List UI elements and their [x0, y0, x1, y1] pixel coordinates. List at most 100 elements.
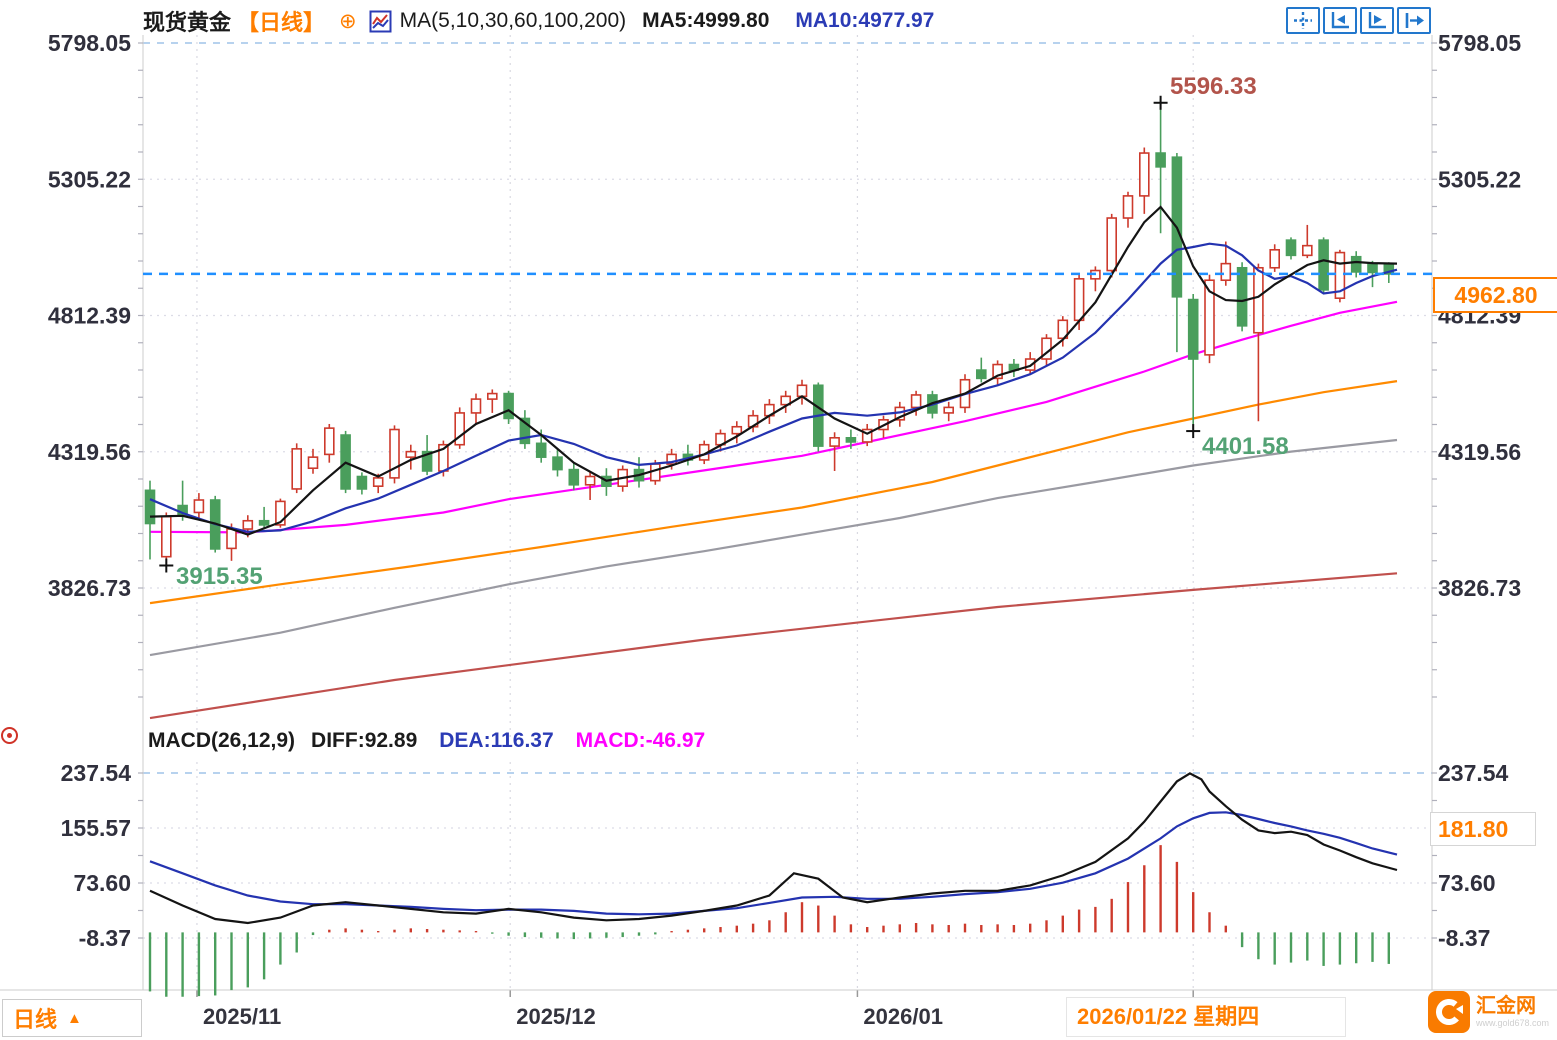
x-axis-label: 2025/12 [516, 1004, 596, 1029]
candle-body [193, 499, 205, 514]
candle-body [535, 442, 547, 458]
period-tag[interactable]: 【日线】 [237, 10, 326, 35]
candle-body [1383, 264, 1395, 275]
candle-body [1302, 244, 1313, 257]
candle-body [519, 417, 531, 445]
candle-body [975, 369, 987, 380]
candlestick-chart-icon[interactable] [369, 10, 392, 33]
price-axis-label-right: 4319.56 [1438, 439, 1521, 465]
candle-body [1350, 255, 1362, 273]
macd-params-label: MACD(26,12,9) [148, 729, 296, 752]
candle-body [666, 453, 677, 465]
macd-axis-label-left: -8.37 [79, 925, 131, 951]
x-axis-label: 2026/01 [863, 1004, 943, 1029]
candle-body [258, 519, 270, 526]
diff-value-label: DIFF:92.89 [311, 729, 418, 752]
indicator-line [149, 772, 1398, 925]
period-selector[interactable]: 日线 ▲ [2, 999, 142, 1037]
indicator-line [149, 380, 1398, 605]
candle-body [421, 450, 433, 472]
ma-settings-label: MA(5,10,30,60,100,200) [399, 9, 627, 32]
candle-body [486, 392, 498, 400]
candle-body [861, 428, 873, 443]
price-axis-label-right: 5798.05 [1438, 30, 1521, 56]
candle-body [1367, 262, 1378, 274]
ma10-value-label: MA10:4977.97 [795, 9, 935, 32]
candle-body [454, 412, 466, 446]
indicator-line [149, 572, 1398, 720]
candle-body [584, 475, 596, 486]
candle-body [405, 450, 417, 458]
logo-subtitle: www.gold678.com [1476, 1017, 1550, 1028]
highlighted-date-label: 2026/01/22 星期四 [1066, 997, 1346, 1037]
site-logo[interactable]: 汇金网 www.gold678.com [1428, 991, 1549, 1033]
period-label: 日线 [13, 1007, 58, 1032]
candle-body [992, 363, 1003, 380]
candle-body [1122, 195, 1134, 219]
price-axis-label-left: 3826.73 [48, 575, 131, 601]
candle-body [470, 398, 482, 414]
candle-body [1187, 298, 1199, 360]
candle-body [161, 515, 172, 558]
candle-body [1155, 152, 1166, 168]
candle-body [943, 406, 955, 414]
candle-body [356, 475, 368, 490]
candle-body [1269, 249, 1280, 269]
shift-right-icon[interactable] [1397, 7, 1431, 34]
candle-body [568, 468, 580, 486]
symbol-title: 现货黄金 [143, 10, 232, 35]
high-annotation: 5596.33 [1170, 73, 1257, 100]
add-indicator-icon[interactable]: ⊕ [339, 9, 357, 33]
candle-body [731, 425, 743, 435]
price-axis-label-left: 4812.39 [48, 303, 131, 329]
candle-body [1253, 266, 1264, 334]
candle-body [372, 477, 384, 487]
price-axis-label-left: 4319.56 [48, 439, 131, 465]
candle-body [780, 395, 792, 406]
crosshair-move-icon[interactable] [1286, 7, 1320, 34]
indicator-line [149, 205, 1398, 536]
candle-body [1236, 266, 1248, 327]
candle-body [1318, 239, 1329, 291]
price-axis-label-left: 5798.05 [48, 30, 131, 56]
candle-body [796, 384, 808, 398]
candle-body [552, 456, 563, 471]
candle-body [1285, 239, 1297, 257]
ma5-value-label: MA5:4999.80 [642, 9, 770, 32]
macd-axis-label-left: 237.54 [61, 760, 132, 786]
pan-left-icon[interactable] [1323, 7, 1357, 34]
last-price-badge: 4962.80 [1433, 277, 1557, 313]
candle-body [307, 456, 319, 470]
logo-mark-icon [1428, 991, 1470, 1033]
early-low-annotation: 3915.35 [176, 563, 263, 590]
macd-axis-label-left: 155.57 [61, 815, 131, 841]
macd-header: MACD(26,12,9) DIFF:92.89 DEA:116.37 MACD… [148, 729, 705, 753]
candle-body [1204, 279, 1215, 356]
candle-body [845, 437, 857, 443]
pan-right-icon[interactable] [1360, 7, 1394, 34]
candle-body [1334, 251, 1346, 299]
macd-axis-label-right: 73.60 [1438, 870, 1496, 896]
macd-value-label: MACD:-46.97 [575, 729, 706, 752]
candle-body [1220, 262, 1232, 282]
indicator-line [149, 300, 1398, 534]
price-axis-label-right: 3826.73 [1438, 575, 1521, 601]
triangle-up-icon: ▲ [67, 1009, 82, 1027]
candle-body [1073, 278, 1085, 322]
indicator-target-icon[interactable] [1, 727, 18, 744]
indicator-line [149, 438, 1398, 657]
candle-body [291, 448, 303, 490]
candle-body [389, 428, 400, 479]
macd-highlight-badge: 181.80 [1430, 812, 1536, 846]
dea-value-label: DEA:116.37 [439, 729, 554, 752]
low-annotation: 4401.58 [1202, 433, 1289, 460]
candle-body [275, 500, 286, 526]
candle-body [829, 437, 840, 447]
candle-body [242, 519, 254, 530]
logo-title: 汇金网 [1476, 994, 1536, 1017]
chart-header: 现货黄金 【日线】 ⊕ MA(5,10,30,60,100,200) MA5:4… [143, 6, 934, 36]
candle-body [910, 394, 922, 409]
candle-body [503, 392, 514, 420]
price-axis-label-left: 5305.22 [48, 166, 131, 192]
